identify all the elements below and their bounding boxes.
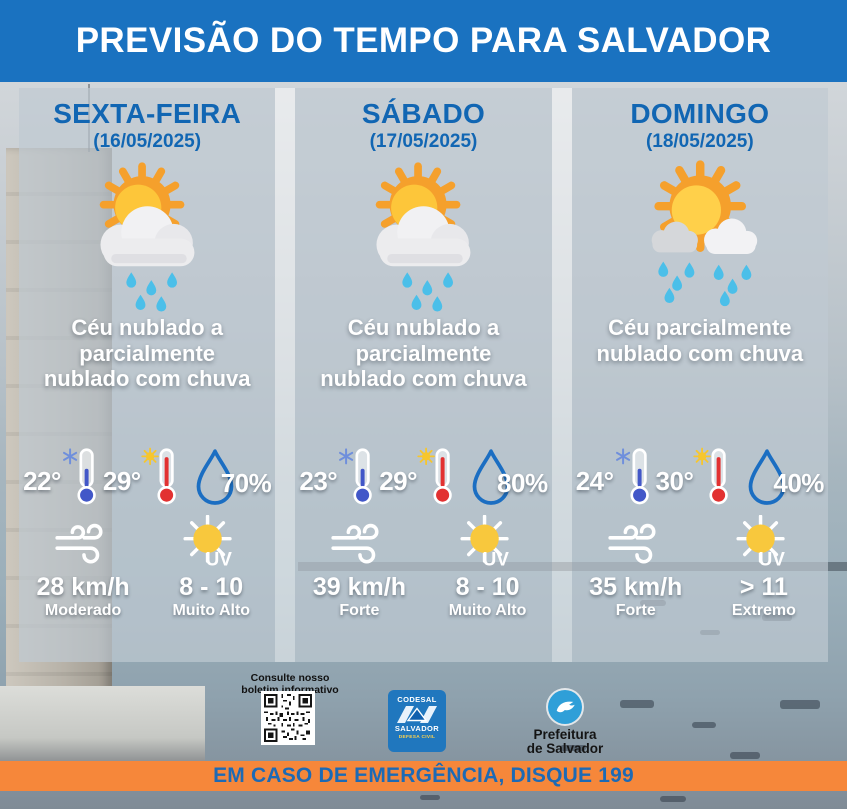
temp-min-value: 22° [23, 466, 61, 496]
wind-icon [608, 523, 656, 564]
temp-max-value: 30° [655, 466, 694, 496]
weather-condition-icon [82, 159, 213, 315]
temperature-row: 23° 29° 80% [299, 429, 548, 513]
uv-level: Extremo [731, 602, 796, 619]
background-boat [620, 700, 654, 708]
thermometer-cold-icon [62, 448, 96, 505]
forecast-columns: SEXTA-FEIRA (16/05/2025) Céu nublado a p… [19, 88, 828, 662]
temp-max-value: 29° [379, 466, 418, 496]
background-boat [780, 700, 820, 709]
wind-stat: 28 km/h Moderado [19, 515, 147, 620]
prefeitura-logo: Prefeitura de Salvador [512, 690, 618, 756]
thermometer-cold-icon [615, 448, 649, 505]
wind-uv-row: 28 km/h Moderado 8 - 10 Muito Alto [19, 515, 275, 620]
forecast-card-saturday: SÁBADO (17/05/2025) Céu nublado a parcia… [295, 88, 552, 662]
wind-speed: 39 km/h [312, 573, 406, 601]
thermometer-hot-icon [693, 447, 729, 505]
wind-icon [331, 523, 379, 564]
day-date: (17/05/2025) [369, 131, 478, 152]
humidity-value: 70% [220, 468, 272, 498]
wind-speed: 28 km/h [36, 573, 130, 601]
day-name: SEXTA-FEIRA [53, 98, 242, 129]
wind-intensity: Forte [615, 602, 656, 619]
wind-icon [55, 523, 103, 564]
wind-uv-row: 39 km/h Forte 8 - 10 Muito Alto [295, 515, 551, 620]
day-date: (18/05/2025) [645, 131, 754, 152]
prefeitura-dove-emblem [548, 690, 582, 724]
wind-stat: 35 km/h Forte [572, 515, 700, 620]
qr-code [261, 691, 315, 745]
condition-text: Céu parcialmente nublado com chuva [596, 315, 804, 366]
humidity-value: 40% [773, 468, 824, 498]
prefeitura-logo-text: Prefeitura de Salvador [526, 727, 604, 757]
wind-intensity: Forte [339, 602, 380, 619]
weather-condition-icon [358, 159, 489, 315]
background-boat [660, 796, 686, 802]
uv-value: 8 - 10 [455, 573, 520, 601]
page-title: PREVISÃO DO TEMPO PARA SALVADOR [75, 21, 772, 60]
day-name: DOMINGO [630, 98, 770, 129]
qr-code-pattern [264, 694, 312, 742]
temp-max-value: 29° [102, 466, 141, 496]
wind-uv-row: 35 km/h Forte > 11 Extremo [572, 515, 828, 620]
uv-sun-icon [736, 515, 787, 571]
uv-sun-icon [460, 515, 511, 571]
day-date: (16/05/2025) [93, 131, 202, 152]
uv-sun-icon [183, 515, 235, 571]
newsletter-caption-line1: Consulte nosso [250, 672, 330, 684]
dove-icon [556, 701, 575, 713]
temp-min-value: 23° [299, 466, 338, 496]
emergency-banner: EM CASO DE EMERGÊNCIA, DISQUE 199 [0, 761, 847, 791]
uv-stat: 8 - 10 Muito Alto [424, 515, 552, 620]
condition-text: Céu nublado a parcialmente nublado com c… [43, 315, 251, 392]
wind-speed: 35 km/h [589, 573, 683, 601]
codesal-logo-name: CODESAL [397, 695, 437, 704]
forecast-card-sunday: DOMINGO (18/05/2025) Céu parcialmente nu… [571, 88, 828, 662]
background-boat [730, 752, 760, 759]
uv-value: 8 - 10 [179, 573, 244, 601]
uv-stat: 8 - 10 Muito Alto [147, 515, 275, 620]
codesal-logo-subtitle: DEFESA CIVIL [398, 735, 436, 740]
emergency-text: EM CASO DE EMERGÊNCIA, DISQUE 199 [213, 764, 634, 787]
sun-behind-rain-cloud-icon [82, 160, 213, 314]
thermometer-cold-icon [338, 448, 372, 505]
codesal-logo-city: SALVADOR [394, 724, 440, 733]
codesal-logo-emblem [397, 706, 437, 723]
thermometer-hot-icon [417, 447, 452, 505]
background-buildings [0, 686, 205, 762]
wind-stat: 39 km/h Forte [295, 515, 423, 620]
uv-value: > 11 [739, 573, 788, 601]
sun-behind-rain-cloud-icon [358, 160, 489, 314]
title-banner: PREVISÃO DO TEMPO PARA SALVADOR [0, 0, 847, 82]
condition-text: Céu nublado a parcialmente nublado com c… [320, 315, 527, 392]
codesal-logo: CODESAL SALVADOR DEFESA CIVIL [388, 690, 446, 752]
temperature-row: 24° 30° 40% [576, 429, 824, 513]
temp-min-value: 24° [575, 466, 614, 496]
thermometer-hot-icon [140, 447, 176, 505]
uv-level: Muito Alto [172, 602, 251, 619]
temperature-row: 22° 29° 70% [23, 429, 272, 513]
wind-intensity: Moderado [44, 602, 122, 619]
humidity-value: 80% [497, 468, 548, 498]
background-boat [560, 745, 586, 751]
prefeitura-line1: Prefeitura [533, 727, 597, 742]
weather-condition-icon [634, 159, 765, 315]
background-boat [692, 722, 716, 728]
uv-level: Muito Alto [448, 602, 527, 619]
day-name: SÁBADO [361, 98, 486, 129]
prefeitura-line2: de Salvador [526, 741, 604, 757]
uv-stat: > 11 Extremo [700, 515, 828, 620]
sun-with-rain-clouds-icon [634, 160, 765, 314]
background-boat [420, 795, 440, 800]
forecast-card-friday: SEXTA-FEIRA (16/05/2025) Céu nublado a p… [19, 88, 276, 662]
